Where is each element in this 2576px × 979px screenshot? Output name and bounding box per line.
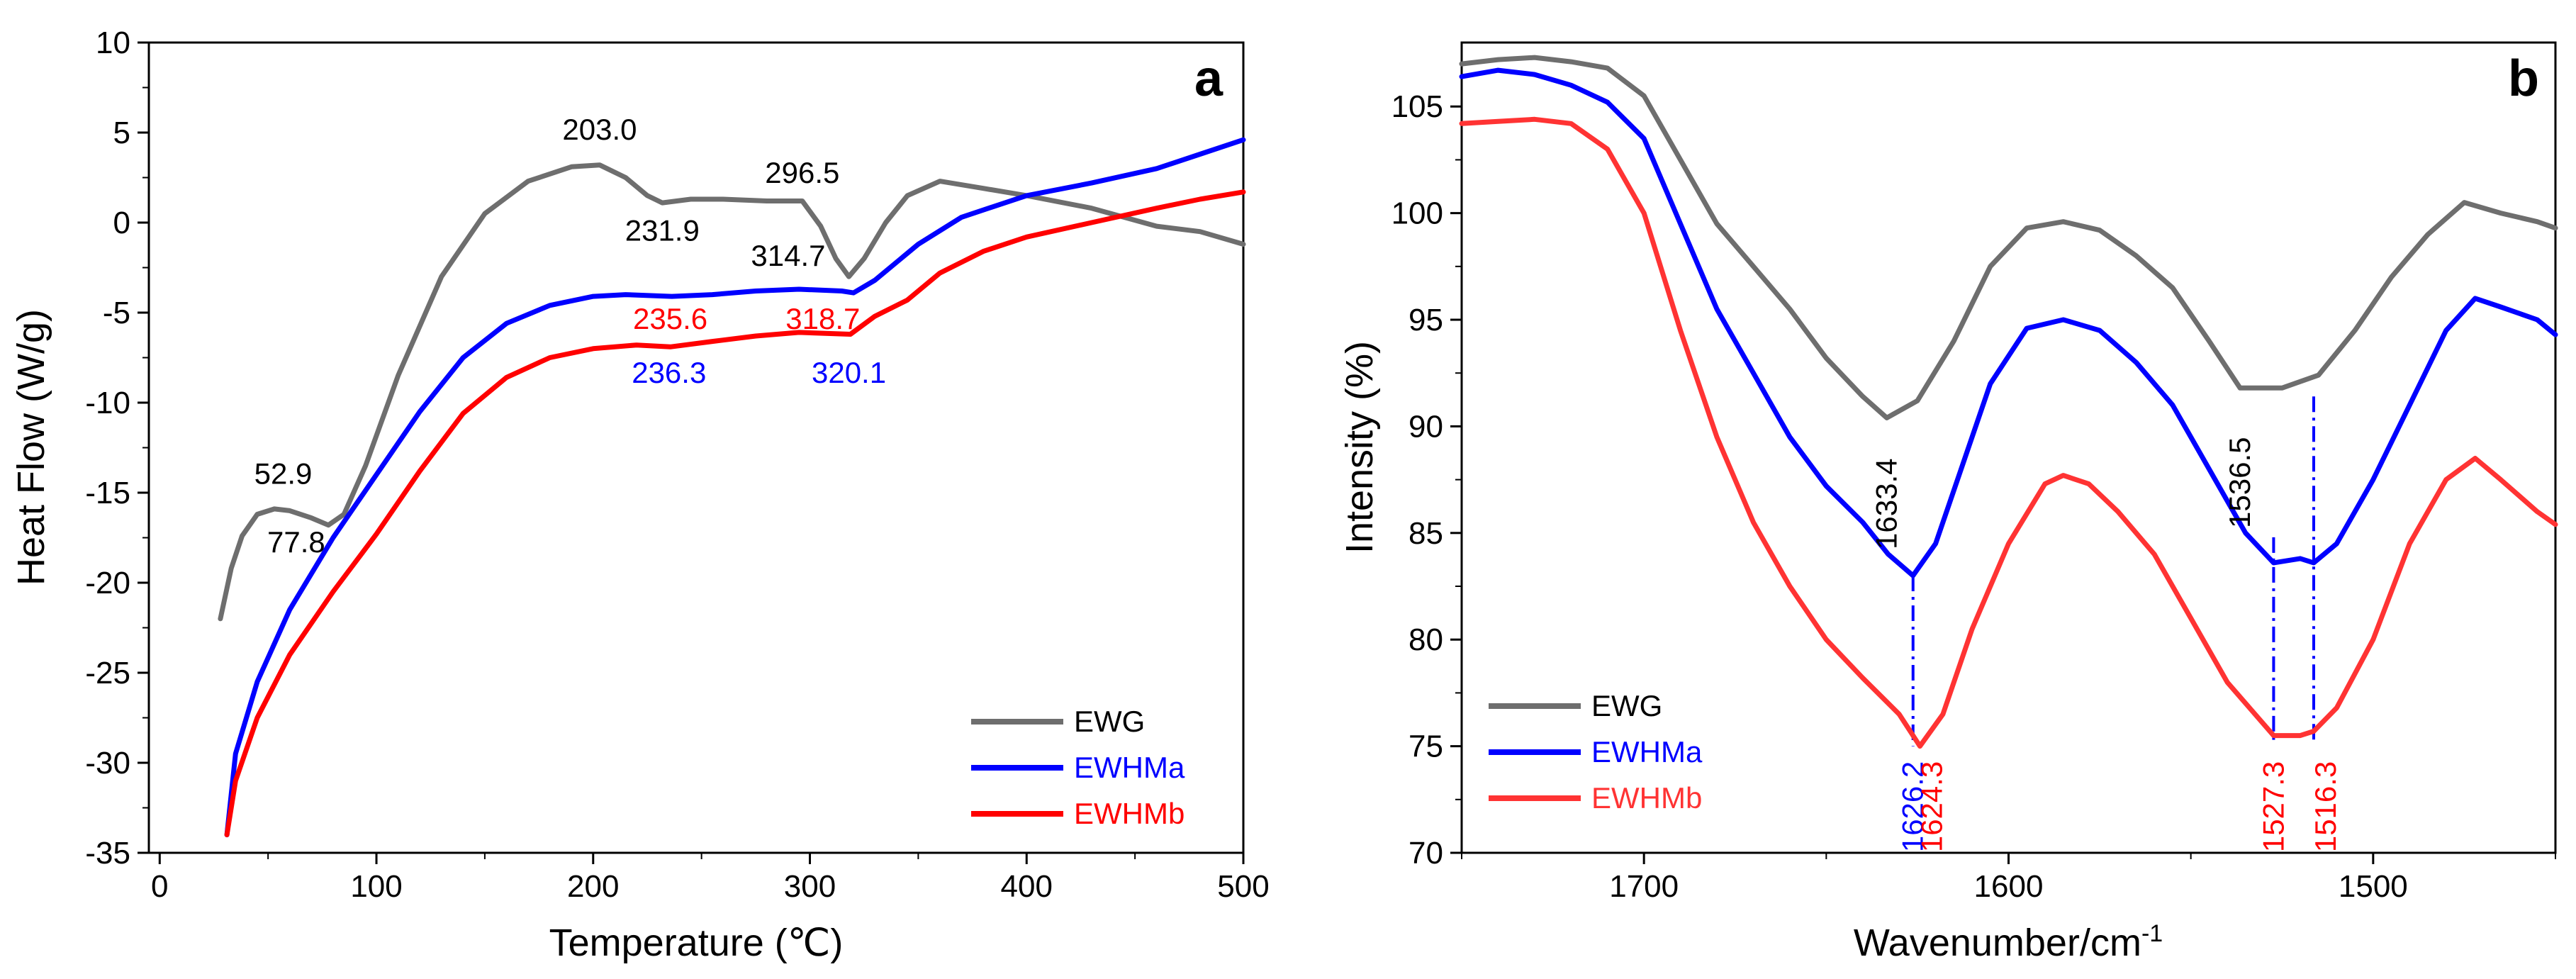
x-axis-title-b-main: Wavenumber/cm <box>1854 922 2141 964</box>
legend-label-ewhma: EWHMa <box>1074 751 1185 784</box>
y-tick-label: 75 <box>1409 729 1443 764</box>
axis-ticks-a: 0 100 200 300 400 500 10 5 0 -5 -10 -15 -20 -25 -30 -35 <box>85 26 1269 904</box>
data-label: 1626.2 <box>1896 761 1930 852</box>
x-tick-label: 300 <box>784 869 836 904</box>
y-tick-label: -10 <box>85 386 130 420</box>
data-label: 296.5 <box>765 156 839 189</box>
y-tick-label: 100 <box>1391 196 1443 231</box>
series-line-ewhmb <box>224 189 1246 838</box>
y-tick-label: -35 <box>85 836 130 871</box>
series-group-a <box>218 137 1246 838</box>
panel-b: 1700 1600 1500 105 100 95 90 85 80 75 70 1633.4 153… <box>1338 41 2558 964</box>
data-label: 235.6 <box>633 302 707 335</box>
x-axis-title-b-sup: -1 <box>2141 920 2163 947</box>
x-tick-label: 100 <box>350 869 402 904</box>
data-label: 203.0 <box>562 113 637 146</box>
x-axis-title-b: Wavenumber/cm-1 <box>1854 920 2163 964</box>
x-tick-label: 400 <box>1001 869 1053 904</box>
x-tick-label: 200 <box>567 869 619 904</box>
y-tick-label: -20 <box>85 566 130 600</box>
x-tick-label: 1600 <box>1974 869 2044 904</box>
data-label: 1536.5 <box>2223 437 2256 528</box>
series-group-b <box>1459 55 2558 749</box>
panel-label-b: b <box>2508 50 2539 107</box>
series-line-ewhma <box>224 137 1246 838</box>
y-tick-label: 80 <box>1409 622 1443 657</box>
y-tick-label: 90 <box>1409 409 1443 444</box>
legend-a: EWG EWHMa EWHMb <box>971 705 1185 830</box>
data-label: 77.8 <box>267 525 325 559</box>
y-axis-title-a: Heat Flow (W/g) <box>10 309 52 586</box>
y-tick-label: -30 <box>85 746 130 781</box>
data-label: 1633.4 <box>1870 459 1903 549</box>
y-tick-label: -5 <box>103 296 130 330</box>
x-tick-label: 0 <box>151 869 168 904</box>
y-tick-label: 95 <box>1409 303 1443 337</box>
legend-label-ewhmb: EWHMb <box>1074 797 1185 830</box>
data-label: 52.9 <box>254 457 313 490</box>
data-label: 314.7 <box>751 239 825 272</box>
panel-a: 0 100 200 300 400 500 10 5 0 -5 -10 -15 -20 -25 -30 -35… <box>10 26 1270 964</box>
y-tick-label: 85 <box>1409 516 1443 551</box>
data-label: 231.9 <box>625 213 700 247</box>
y-tick-label: 5 <box>113 116 130 150</box>
x-tick-label: 500 <box>1217 869 1269 904</box>
panel-label-a: a <box>1194 50 1223 107</box>
data-label: 1624.3 <box>1915 761 1949 852</box>
legend-b: EWG EWHMa EWHMb <box>1489 689 1703 815</box>
legend-label-ewg: EWG <box>1591 689 1662 722</box>
legend-label-ewhmb: EWHMb <box>1591 781 1702 815</box>
data-label: 320.1 <box>812 356 886 389</box>
data-label: 1516.3 <box>2309 761 2342 852</box>
y-tick-label: -15 <box>85 476 130 510</box>
series-line-ewhmb <box>1459 116 2558 749</box>
data-label: 318.7 <box>785 302 860 335</box>
data-label: 236.3 <box>632 356 706 389</box>
y-tick-label: 0 <box>113 206 130 240</box>
legend-label-ewhma: EWHMa <box>1591 735 1703 768</box>
axis-ticks-b: 1700 1600 1500 105 100 95 90 85 80 75 70 <box>1391 89 2556 904</box>
marker-lines-b <box>1911 396 2315 746</box>
y-tick-label: 70 <box>1409 836 1443 871</box>
y-axis-title-b: Intensity (%) <box>1338 341 1381 554</box>
y-tick-label: 105 <box>1391 89 1443 124</box>
x-axis-title-a: Temperature (℃) <box>549 922 844 964</box>
y-tick-label: 10 <box>96 26 130 60</box>
series-line-ewg <box>1459 55 2558 420</box>
annotations-a: 203.0 296.5 231.9 314.7 235.6 318.7 236.3 320.1… <box>254 113 886 559</box>
series-line-ewg <box>218 162 1246 622</box>
x-tick-label: 1700 <box>1609 869 1679 904</box>
data-label: 1527.3 <box>2256 761 2290 852</box>
y-tick-label: -25 <box>85 656 130 690</box>
series-line-ewhma <box>1459 67 2558 578</box>
legend-label-ewg: EWG <box>1074 705 1145 738</box>
x-tick-label: 1500 <box>2339 869 2408 904</box>
